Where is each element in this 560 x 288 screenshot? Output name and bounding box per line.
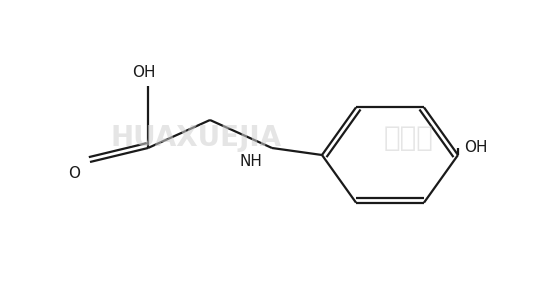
Text: NH: NH (239, 154, 262, 169)
Text: O: O (68, 166, 80, 181)
Text: OH: OH (132, 65, 156, 80)
Text: HUAXUEJIA: HUAXUEJIA (110, 124, 282, 152)
Text: 化学加: 化学加 (384, 124, 434, 152)
Text: OH: OH (464, 141, 488, 156)
